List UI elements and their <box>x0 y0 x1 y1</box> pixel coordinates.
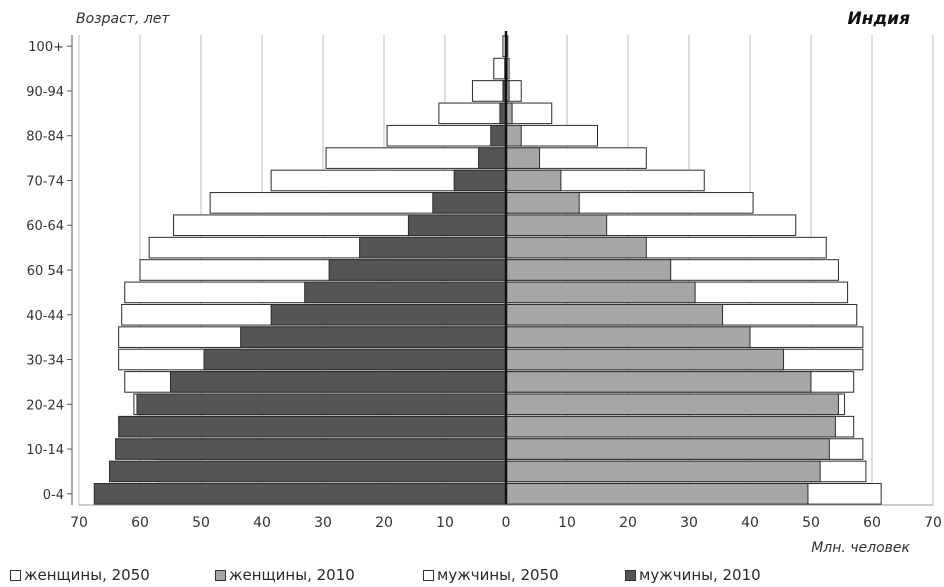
legend-label-women-2010: женщины, 2010 <box>229 566 355 584</box>
men-2010-bar <box>93 483 507 505</box>
men-2010-bar <box>359 236 507 259</box>
women-2050-bar <box>505 102 553 125</box>
x-tick-label: 40 <box>253 515 271 531</box>
legend-label-women-2050: женщины, 2050 <box>24 566 150 584</box>
men-2010-bar <box>432 192 507 214</box>
women-2010-bar <box>505 348 785 371</box>
men-2010-bar <box>115 438 507 460</box>
legend-swatch-women-2010 <box>215 570 226 581</box>
y-tick-label: 60 54 <box>27 264 64 279</box>
x-axis-title: Млн. человек <box>811 540 910 556</box>
women-2010-bar <box>505 326 751 348</box>
women-2010-bar <box>505 460 821 483</box>
x-tick-label: 30 <box>314 515 332 531</box>
y-tick-label: 10-14 <box>26 443 64 458</box>
women-2010-bar <box>505 147 541 169</box>
men-2010-bar <box>240 326 507 348</box>
women-2010-bar <box>505 169 562 192</box>
men-2010-bar <box>109 460 507 483</box>
legend-item-women-2050: женщины, 2050 <box>10 566 150 584</box>
legend-item-men-2010: мужчины, 2010 <box>625 566 761 584</box>
men-2010-bar <box>170 371 507 393</box>
men-2010-bar <box>328 259 507 281</box>
women-2010-bar <box>505 259 672 281</box>
x-tick-label: 60 <box>863 515 881 531</box>
women-2010-bar <box>505 303 724 326</box>
x-tick-label: 10 <box>436 515 454 531</box>
y-tick-label: 70-74 <box>26 174 64 189</box>
legend-swatch-women-2050 <box>10 570 21 581</box>
women-2010-bar <box>505 281 696 304</box>
x-tick-label: 50 <box>192 515 210 531</box>
women-2010-bar <box>505 393 839 416</box>
chart-title: Индия <box>847 9 910 29</box>
men-2010-bar <box>203 348 507 371</box>
women-2010-bar <box>505 371 812 393</box>
x-tick-label: 50 <box>802 515 820 531</box>
men-2050-bar <box>471 80 507 102</box>
women-2010-bar <box>505 192 580 214</box>
men-2010-bar <box>136 393 507 416</box>
x-tick-label: 60 <box>131 515 149 531</box>
y-tick-label: 40-44 <box>26 309 64 324</box>
y-axis-title: Возраст, лет <box>76 11 170 27</box>
legend-item-women-2010: женщины, 2010 <box>215 566 355 584</box>
y-tick-label: 100+ <box>28 40 64 55</box>
women-2010-bar <box>505 214 608 237</box>
y-tick-label: 0-4 <box>43 488 64 503</box>
x-tick-label: 40 <box>741 515 759 531</box>
labels-layer: 70 60 50 40 30 20 10 0 10 20 30 40 50 60 70 0-4 10-14 20-… <box>26 40 942 531</box>
women-2010-bar <box>505 236 647 259</box>
women-2010-bar <box>505 483 809 505</box>
x-tick-label: 70 <box>924 515 942 531</box>
women-2010-bar <box>505 438 830 460</box>
legend-item-men-2050: мужчины, 2050 <box>423 566 559 584</box>
men-2010-bar <box>118 415 507 438</box>
legend: женщины, 2050 женщины, 2010 мужчины, 205… <box>10 566 940 584</box>
y-tick-label: 60-64 <box>26 219 64 234</box>
men-2010-bar <box>270 303 507 326</box>
men-2050-bar <box>493 57 507 80</box>
y-tick-label: 90-94 <box>26 85 64 100</box>
men-2010-bar <box>478 147 507 169</box>
men-2010-bar <box>407 214 507 237</box>
legend-label-men-2010: мужчины, 2010 <box>639 566 761 584</box>
x-tick-label: 0 <box>502 515 511 531</box>
y-tick-label: 30-34 <box>26 354 64 369</box>
x-tick-label: 30 <box>680 515 698 531</box>
population-pyramid-chart: 70 60 50 40 30 20 10 0 10 20 30 40 50 60 70 0-4 10-14 20-… <box>26 9 942 556</box>
men-2010-bar <box>453 169 507 192</box>
men-2010-bar <box>490 124 507 147</box>
y-tick-label: 20-24 <box>26 398 64 413</box>
men-2050-bar <box>438 102 507 125</box>
men-2050-bar <box>386 124 507 147</box>
y-tick-label: 80-84 <box>26 130 64 145</box>
axes-layer <box>67 31 933 506</box>
men-2010-bar <box>304 281 507 304</box>
legend-swatch-men-2050 <box>423 570 434 581</box>
x-tick-label: 20 <box>619 515 637 531</box>
x-tick-label: 20 <box>375 515 393 531</box>
bars-layer <box>93 35 882 505</box>
x-tick-label: 10 <box>558 515 576 531</box>
women-2010-bar <box>505 124 522 147</box>
legend-swatch-men-2010 <box>625 570 636 581</box>
x-tick-label: 70 <box>70 515 88 531</box>
legend-label-men-2050: мужчины, 2050 <box>437 566 559 584</box>
women-2010-bar <box>505 415 836 438</box>
